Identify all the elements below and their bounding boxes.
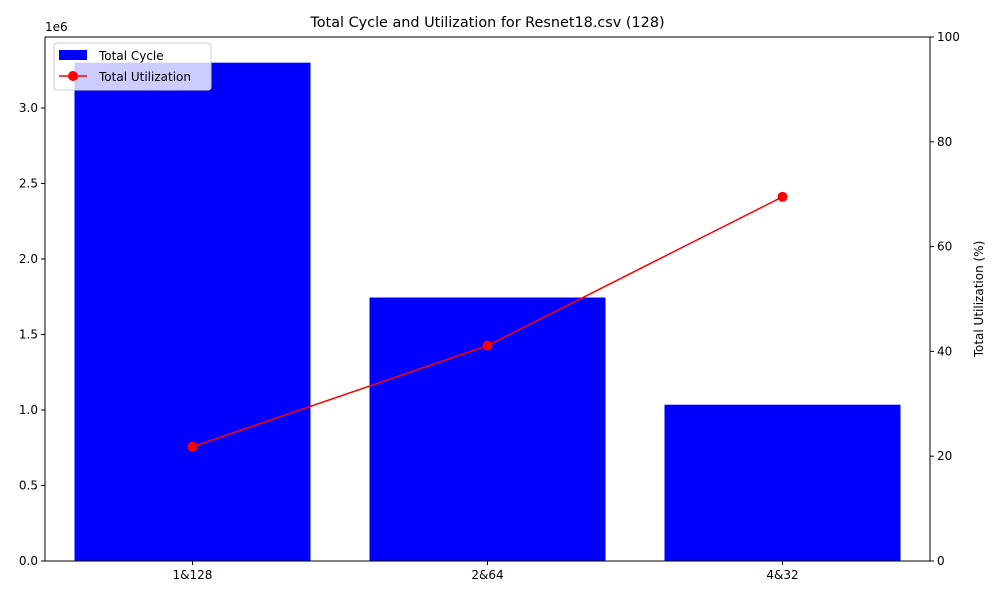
utilization-point-1&128 <box>187 441 198 452</box>
utilization-point-4&32 <box>777 191 788 202</box>
right-axis-label: Total Utilization (%) <box>972 241 986 359</box>
left-tick-label: 1.5 <box>19 327 38 341</box>
right-tick-label: 40 <box>937 344 952 358</box>
left-tick-label: 3.0 <box>19 101 38 115</box>
x-tick-label: 4&32 <box>766 568 798 582</box>
chart-title: Total Cycle and Utilization for Resnet18… <box>309 15 664 31</box>
right-tick-label: 20 <box>937 449 952 463</box>
left-axis-offset-text: 1e6 <box>45 20 68 34</box>
right-tick-label: 60 <box>937 240 952 254</box>
x-tick-label: 2&64 <box>471 568 503 582</box>
legend-label-total-cycle: Total Cycle <box>98 49 164 63</box>
left-tick-label: 2.5 <box>19 176 38 190</box>
legend: Total Cycle Total Utilization <box>53 42 212 91</box>
axes-layer: 0.0 0.5 1.0 1.5 2.0 2.5 3.0 0 20 40 60 80 100 1&128 2&… <box>19 30 960 582</box>
bars-layer <box>74 62 901 561</box>
right-tick-label: 0 <box>937 554 945 568</box>
left-tick-label: 1.0 <box>19 403 38 417</box>
legend-swatch-total-cycle <box>59 50 87 60</box>
right-tick-label: 80 <box>937 135 952 149</box>
utilization-point-2&64 <box>482 340 493 351</box>
line-layer <box>187 191 788 452</box>
bar-2&64 <box>369 297 606 561</box>
left-tick-label: 2.0 <box>19 252 38 266</box>
bar-4&32 <box>664 404 901 561</box>
left-tick-label: 0.5 <box>19 478 38 492</box>
legend-label-total-utilization: Total Utilization <box>98 70 191 84</box>
legend-box <box>53 42 212 91</box>
bar-1&128 <box>74 62 311 561</box>
left-tick-label: 0.0 <box>19 554 38 568</box>
legend-marker-total-utilization <box>68 71 78 81</box>
x-tick-label: 1&128 <box>173 568 213 582</box>
right-tick-label: 100 <box>937 30 960 44</box>
